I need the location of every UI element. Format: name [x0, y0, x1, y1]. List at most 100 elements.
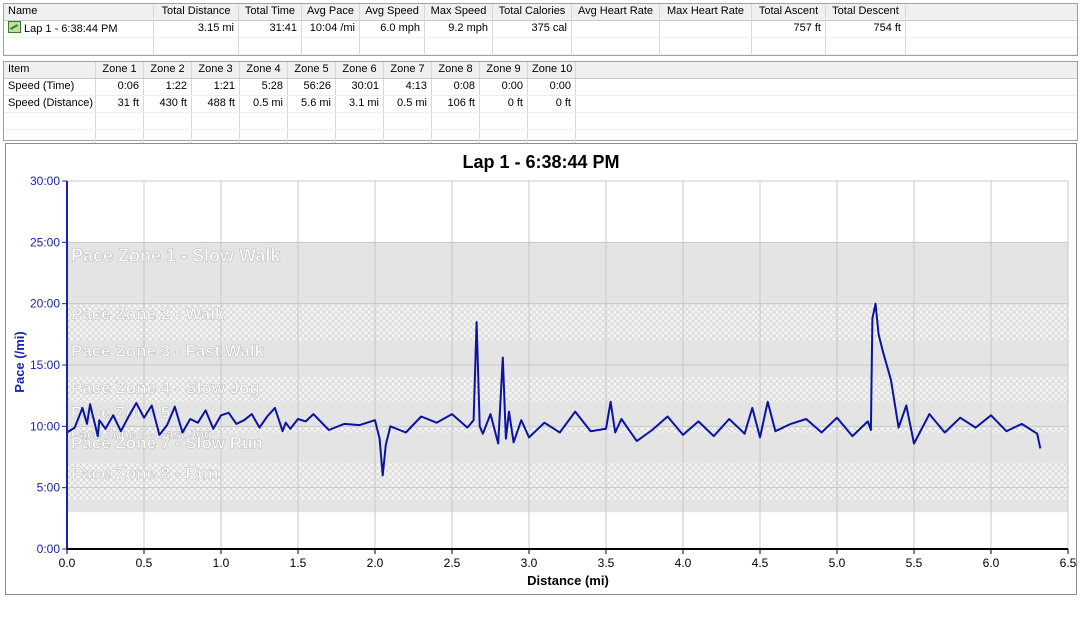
table-cell: [4, 38, 154, 54]
table-cell: 31:41: [239, 21, 302, 37]
y-tick-label: 10:00: [30, 419, 60, 433]
table-cell: 0:08: [432, 79, 480, 95]
table-cell: [4, 113, 96, 129]
table-cell: [480, 130, 528, 146]
table-cell: 488 ft: [192, 96, 240, 112]
table-cell: 430 ft: [144, 96, 192, 112]
table-header: Item Zone 1 Zone 2 Zone 3 Zone 4 Zone 5 Zone 6…: [4, 62, 1077, 79]
table-cell: [826, 38, 906, 54]
table-cell: [384, 130, 432, 146]
zone-band: [67, 340, 1068, 378]
table-cell: 3.1 mi: [336, 96, 384, 112]
zone-label: Pace Zone 4 - Slow Jog: [71, 378, 260, 397]
table-cell: [192, 130, 240, 146]
table-cell: 10:04 /mi: [302, 21, 360, 37]
column-header[interactable]: Total Time: [239, 4, 302, 20]
zone-bands: [67, 242, 1068, 513]
column-header[interactable]: Zone 8: [432, 62, 480, 78]
column-header[interactable]: Zone 7: [384, 62, 432, 78]
table-row[interactable]: Speed (Distance) 31 ft 430 ft 488 ft 0.5 mi 5…: [4, 96, 1077, 113]
column-header[interactable]: Item: [4, 62, 96, 78]
zone-band: [67, 499, 1068, 513]
column-header[interactable]: Total Calories: [493, 4, 572, 20]
lap-icon: [8, 21, 21, 33]
y-axis-label: Pace (/mi): [12, 331, 27, 392]
column-header[interactable]: Total Descent: [826, 4, 906, 20]
x-tick-label: 1.0: [213, 556, 230, 570]
table-cell: [572, 38, 660, 54]
table-cell: [96, 130, 144, 146]
table-cell: 9.2 mph: [425, 21, 493, 37]
y-tick-label: 25:00: [30, 235, 60, 249]
x-tick-label: 0.5: [136, 556, 153, 570]
table-cell: [384, 113, 432, 129]
x-tick-label: 4.0: [675, 556, 692, 570]
table-cell: [144, 113, 192, 129]
column-header[interactable]: Avg Speed: [360, 4, 425, 20]
x-tick-label: 5.0: [829, 556, 846, 570]
zone-band: [67, 463, 1068, 500]
column-header[interactable]: Zone 5: [288, 62, 336, 78]
column-header[interactable]: Zone 4: [240, 62, 288, 78]
table-cell: 56:26: [288, 79, 336, 95]
table-row: [4, 38, 1077, 55]
table-cell: [432, 130, 480, 146]
column-header[interactable]: Avg Heart Rate: [572, 4, 660, 20]
pace-series: [66, 302, 1042, 477]
zone-label: Pace Zone 7 - Slow Run: [71, 433, 263, 452]
x-tick-label: 2.5: [444, 556, 461, 570]
table-cell: [360, 38, 425, 54]
column-header[interactable]: Zone 1: [96, 62, 144, 78]
pace-chart: Pace Zone 1 - Slow Walk Pace Zone 2 - Wal…: [5, 143, 1077, 595]
lap-name: Lap 1 - 6:38:44 PM: [24, 23, 118, 35]
column-header[interactable]: Zone 10: [528, 62, 576, 78]
x-tick-label: 6.5: [1060, 556, 1076, 570]
table-cell: [528, 113, 576, 129]
table-cell: [336, 130, 384, 146]
table-cell: 375 cal: [493, 21, 572, 37]
x-tick-label: 3.0: [521, 556, 538, 570]
x-tick-label: 0.0: [59, 556, 76, 570]
column-header[interactable]: Max Heart Rate: [660, 4, 752, 20]
table-cell: [432, 113, 480, 129]
table-row[interactable]: Speed (Time) 0:06 1:22 1:21 5:28 56:26 30:01 4:…: [4, 79, 1077, 96]
axes: 0:00 5:00 10:00 15:00 20:00 25:00 30:00 0.0 0.5 1…: [30, 174, 1076, 570]
zone-band: [67, 426, 1068, 433]
y-tick-label: 5:00: [37, 481, 61, 495]
zone-label: Pace Zone 2 - Walk: [71, 305, 225, 324]
column-header[interactable]: Zone 2: [144, 62, 192, 78]
table-cell: [239, 38, 302, 54]
column-header[interactable]: Name: [4, 4, 154, 20]
zone-label: Pace Zone 6 - Fast Jog: [71, 426, 212, 441]
zone-band: [67, 377, 1068, 402]
table-cell: Speed (Distance): [4, 96, 96, 112]
column-header[interactable]: Total Ascent: [752, 4, 826, 20]
column-header[interactable]: Zone 9: [480, 62, 528, 78]
table-cell: 4:13: [384, 79, 432, 95]
column-header[interactable]: Avg Pace: [302, 4, 360, 20]
x-tick-label: 5.5: [906, 556, 923, 570]
table-cell: 0:06: [96, 79, 144, 95]
table-cell: 1:22: [144, 79, 192, 95]
chart-title: Lap 1 - 6:38:44 PM: [462, 152, 619, 172]
table-cell: 754 ft: [826, 21, 906, 37]
y-tick-label: 30:00: [30, 174, 60, 188]
y-tick-label: 15:00: [30, 358, 60, 372]
table-cell: Speed (Time): [4, 79, 96, 95]
lap-summary-table: Name Total Distance Total Time Avg Pace Avg …: [3, 3, 1078, 56]
y-tick-label: 0:00: [37, 542, 61, 556]
table-cell: [96, 113, 144, 129]
table-cell: Lap 1 - 6:38:44 PM: [4, 21, 154, 37]
pace-chart-svg: Pace Zone 1 - Slow Walk Pace Zone 2 - Wal…: [12, 152, 1076, 588]
zone-band: [67, 432, 1068, 464]
table-cell: [240, 130, 288, 146]
table-row[interactable]: Lap 1 - 6:38:44 PM 3.15 mi 31:41 10:04 /mi 6…: [4, 21, 1077, 38]
zone-label: Pace Zone 8 - Run: [71, 464, 218, 483]
column-header[interactable]: Total Distance: [154, 4, 239, 20]
column-header[interactable]: Zone 3: [192, 62, 240, 78]
column-header[interactable]: Zone 6: [336, 62, 384, 78]
column-header[interactable]: Max Speed: [425, 4, 493, 20]
table-cell: [660, 38, 752, 54]
x-tick-label: 2.0: [367, 556, 384, 570]
table-cell: [336, 113, 384, 129]
